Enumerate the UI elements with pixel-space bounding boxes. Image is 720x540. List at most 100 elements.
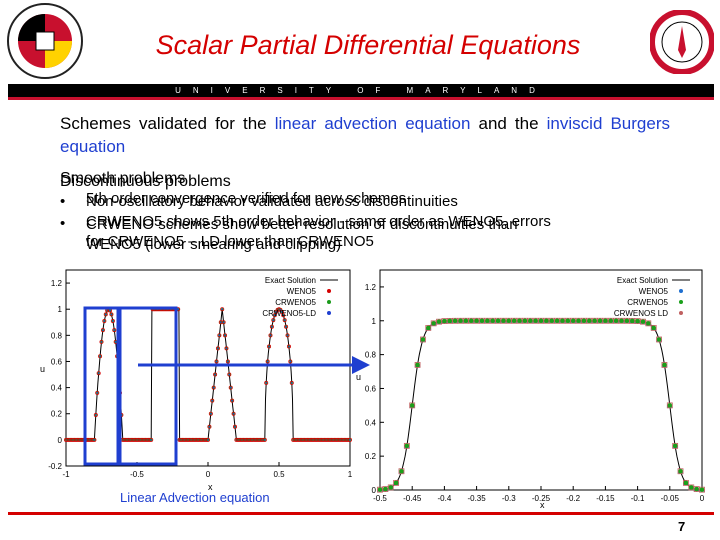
center-seal-logo <box>649 9 715 75</box>
marker-crweno5-ld <box>113 329 116 331</box>
marker-crweno5-ld <box>212 386 215 389</box>
marker-weno5 <box>286 344 291 349</box>
marker-crweno5 <box>656 337 662 342</box>
marker-weno5 <box>285 333 290 338</box>
legend-marker <box>679 289 683 293</box>
x-tick-label: -0.4 <box>438 494 452 503</box>
marker-crweno5-ld <box>286 334 289 337</box>
marker-crweno5-ld <box>227 360 229 363</box>
marker-crweno5-ld <box>95 414 97 416</box>
marker-weno5 <box>214 359 219 364</box>
y-tick-label: 1.2 <box>365 283 377 292</box>
x-tick-label: 1 <box>348 470 353 479</box>
marker-crweno5 <box>399 468 404 474</box>
marker-crweno5-ld <box>150 439 152 441</box>
y-tick-label: 0.8 <box>51 331 63 340</box>
x-tick-label: -1 <box>62 470 70 479</box>
legend-entry: CRWENO5-LD <box>262 309 316 318</box>
marker-crweno5 <box>688 485 694 490</box>
banner-stripe <box>8 97 714 100</box>
marker-crweno5 <box>554 318 560 324</box>
marker-crweno5-ld <box>285 325 287 328</box>
marker-crweno5-ld <box>409 402 416 409</box>
marker-crweno5-ld <box>398 468 405 475</box>
marker-weno5 <box>232 424 237 429</box>
legend-marker <box>327 289 331 293</box>
marker-crweno5-ld <box>231 399 233 402</box>
marker-crweno5 <box>576 318 581 324</box>
y-tick-label: 0.4 <box>365 418 377 427</box>
x-tick-label: -0.3 <box>502 494 516 503</box>
marker-weno5 <box>264 380 269 385</box>
marker-crweno5-ld <box>656 336 662 343</box>
marker-crweno5 <box>506 318 512 324</box>
marker-weno5 <box>103 312 108 317</box>
x-axis-label: x <box>208 482 213 492</box>
y-tick-label: 0.4 <box>51 384 63 393</box>
marker-crweno5-ld <box>650 324 657 331</box>
marker-weno5 <box>92 437 97 442</box>
marker-crweno5-ld <box>228 373 231 376</box>
marker-crweno5-ld <box>281 311 283 313</box>
marker-crweno5 <box>645 320 651 326</box>
marker-weno5 <box>215 346 220 351</box>
chart-burgers: 0 0.2 0.4 0.6 0.8 1 1.2 -0.5 -0.45 -0.4 -0.35 -0.3… <box>356 269 705 510</box>
marker-crweno5-ld <box>661 362 668 368</box>
marker-crweno5 <box>533 318 539 324</box>
y-tick-label: 0.2 <box>365 452 377 461</box>
x-tick-label: -0.5 <box>373 494 387 503</box>
marker-weno5 <box>205 437 210 442</box>
marker-weno5 <box>262 437 267 442</box>
x-tick-label: -0.05 <box>661 494 680 503</box>
marker-crweno5-ld <box>102 329 104 331</box>
marker-crweno5-ld <box>272 319 275 321</box>
y-tick-label: 0 <box>58 436 63 445</box>
marker-weno5 <box>149 437 154 442</box>
pointer-arrow <box>138 356 370 374</box>
marker-crweno5-ld <box>99 355 101 358</box>
marker-crweno5-ld <box>672 442 679 449</box>
legend-entry: CRWENO5 <box>627 298 668 307</box>
legend-marker <box>327 300 331 304</box>
marker-crweno5-ld <box>110 313 113 316</box>
marker-weno5 <box>231 411 236 416</box>
marker-weno5 <box>269 324 274 329</box>
marker-crweno5 <box>420 337 426 342</box>
marker-crweno5-ld <box>177 308 179 310</box>
marker-crweno5-ld <box>93 439 96 441</box>
marker-crweno5 <box>436 319 442 325</box>
marker-weno5 <box>110 318 115 323</box>
marker-weno5 <box>109 312 114 317</box>
x-tick-label: -0.5 <box>130 470 144 479</box>
y-tick-label: 0.8 <box>365 351 377 360</box>
marker-crweno5-ld <box>288 345 290 348</box>
marker-crweno5-ld <box>207 439 209 441</box>
marker-crweno5 <box>651 325 657 331</box>
y-tick-label: 0 <box>372 486 377 495</box>
marker-crweno5 <box>452 318 458 324</box>
marker-crweno5-ld <box>645 320 652 327</box>
marker-crweno5-ld <box>666 402 673 409</box>
marker-crweno5-ld <box>215 360 218 363</box>
y-tick-label: 0.6 <box>51 357 63 366</box>
marker-crweno5 <box>597 318 603 324</box>
marker-crweno5-ld <box>210 412 212 415</box>
marker-weno5 <box>112 328 117 333</box>
marker-weno5 <box>220 307 225 312</box>
marker-crweno5 <box>442 318 447 324</box>
marker-weno5 <box>347 437 352 442</box>
marker-crweno5 <box>678 468 683 474</box>
marker-crweno5 <box>624 318 630 324</box>
marker-crweno5 <box>629 318 635 324</box>
heading-smooth: Smooth problems <box>60 170 186 187</box>
marker-crweno5 <box>613 318 619 324</box>
marker-weno5 <box>100 328 105 333</box>
marker-crweno5-ld <box>234 426 236 428</box>
marker-crweno5 <box>672 443 678 449</box>
marker-crweno5-ld <box>97 372 100 375</box>
marker-crweno5 <box>511 318 517 324</box>
marker-crweno5-ld <box>425 324 432 331</box>
marker-weno5 <box>93 413 98 418</box>
marker-crweno5-ld <box>224 334 226 337</box>
marker-crweno5 <box>522 318 528 324</box>
